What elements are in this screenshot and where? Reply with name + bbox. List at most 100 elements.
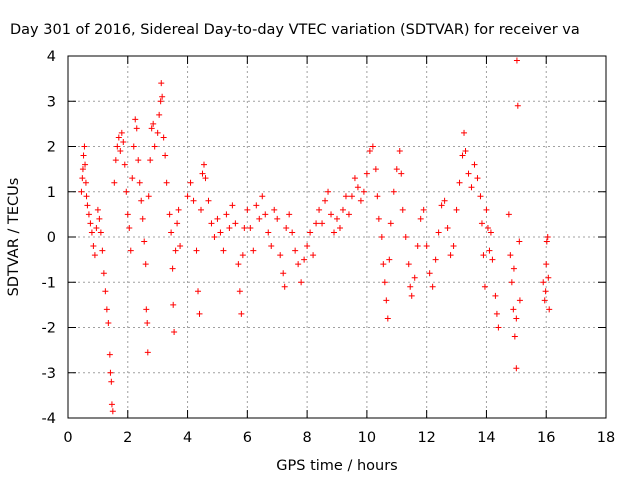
x-tick-label: 8 — [302, 430, 311, 446]
data-point — [542, 288, 549, 295]
data-point — [120, 138, 127, 145]
data-point — [450, 243, 457, 250]
data-point — [214, 215, 221, 222]
data-point — [510, 306, 517, 313]
data-point — [141, 238, 148, 245]
data-point — [105, 319, 112, 326]
data-point — [461, 129, 468, 136]
data-point — [84, 202, 91, 209]
data-point — [420, 206, 427, 213]
data-point — [348, 193, 355, 200]
data-point — [193, 247, 200, 254]
data-point — [441, 197, 448, 204]
data-point — [271, 206, 278, 213]
data-point — [239, 252, 246, 259]
data-point — [307, 229, 314, 236]
data-point — [405, 261, 412, 268]
data-point — [174, 220, 181, 227]
data-point — [334, 215, 340, 222]
data-point — [414, 243, 421, 250]
data-point — [342, 193, 349, 200]
data-point — [223, 211, 230, 218]
data-point — [459, 152, 466, 159]
data-point — [274, 215, 281, 222]
data-point — [162, 152, 169, 159]
data-point — [381, 279, 388, 286]
data-point — [516, 297, 523, 304]
y-tick-label: -4 — [42, 411, 56, 427]
data-point — [102, 288, 109, 295]
data-point — [126, 224, 133, 231]
data-point — [489, 256, 496, 263]
y-tick-label: -3 — [42, 366, 56, 382]
data-point — [139, 215, 146, 222]
data-point — [423, 243, 430, 250]
data-point — [111, 179, 118, 186]
data-point — [511, 333, 518, 340]
data-point — [87, 220, 94, 227]
x-tick-label: 2 — [123, 430, 132, 446]
data-point — [241, 224, 248, 231]
data-point — [138, 197, 145, 204]
data-point — [366, 148, 373, 155]
data-point — [435, 229, 442, 236]
data-point — [123, 188, 130, 195]
data-point — [417, 215, 424, 222]
x-axis-label: GPS time / hours — [276, 458, 397, 474]
data-point — [166, 211, 173, 218]
data-point — [226, 224, 233, 231]
data-point — [426, 270, 433, 277]
data-point — [151, 143, 158, 150]
data-point — [508, 279, 515, 286]
y-tick-labels: -4 -3 -2 -1 0 1 2 3 4 — [42, 49, 56, 427]
data-point — [336, 224, 343, 231]
data-point — [319, 220, 326, 227]
data-point — [195, 288, 202, 295]
x-tick-label: 12 — [417, 430, 435, 446]
data-point — [108, 401, 115, 408]
y-axis-label: SDTVAR / TECUs — [6, 178, 22, 297]
y-tick-label: 0 — [47, 230, 56, 246]
data-point — [375, 215, 382, 222]
data-point — [154, 129, 161, 136]
data-point — [357, 197, 364, 204]
data-point — [109, 408, 116, 415]
data-point — [510, 265, 517, 272]
data-point — [81, 143, 88, 150]
data-point — [477, 193, 484, 200]
data-point — [408, 292, 415, 299]
data-point — [289, 229, 296, 236]
data-point — [96, 215, 103, 222]
data-point — [544, 234, 551, 240]
data-point — [328, 211, 335, 218]
data-point — [172, 247, 179, 254]
data-point — [150, 120, 157, 127]
data-point — [175, 206, 182, 213]
data-point — [184, 193, 191, 200]
y-tick-label: 2 — [47, 140, 56, 156]
data-point — [220, 247, 227, 254]
data-point — [283, 224, 290, 231]
data-point — [345, 211, 352, 218]
data-point — [487, 229, 494, 236]
data-point — [514, 102, 521, 109]
data-point — [147, 157, 154, 164]
data-point — [145, 193, 152, 200]
data-point — [236, 288, 243, 295]
y-tick-label: -2 — [42, 321, 56, 337]
x-tick-labels: 0 2 4 6 8 10 12 14 16 18 — [63, 430, 615, 446]
y-tick-label: 4 — [47, 49, 56, 65]
data-point — [540, 279, 547, 286]
data-point — [159, 93, 166, 100]
data-point — [202, 175, 209, 182]
x-tick-label: 4 — [183, 430, 192, 446]
data-point — [483, 206, 490, 213]
data-point — [256, 215, 263, 222]
data-point — [331, 229, 338, 236]
data-point — [298, 279, 305, 286]
data-point — [281, 283, 288, 290]
data-point — [232, 220, 239, 227]
data-point — [390, 188, 397, 195]
x-tick-label: 0 — [63, 430, 72, 446]
